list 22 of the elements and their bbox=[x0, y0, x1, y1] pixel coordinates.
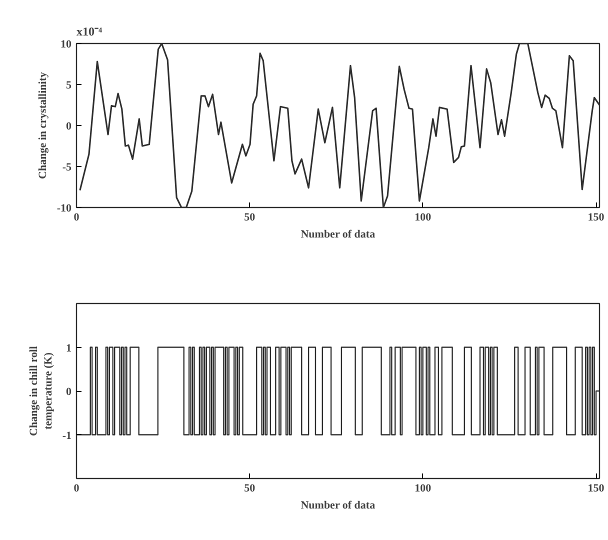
y-axis-title: Change in crystallinity bbox=[36, 72, 49, 179]
x-tick-label: 150 bbox=[588, 212, 605, 224]
x-axis-title: Number of data bbox=[300, 228, 376, 240]
x-tick-label: 0 bbox=[74, 482, 80, 494]
y-tick-label: 0 bbox=[66, 120, 72, 132]
x-tick-label: 100 bbox=[414, 212, 432, 224]
y-tick-label: -1 bbox=[62, 430, 72, 442]
y-tick-label: -5 bbox=[62, 162, 72, 174]
y-tick-label: 0 bbox=[66, 386, 72, 398]
x-tick-label: 50 bbox=[244, 482, 256, 494]
y-tick-label: 10 bbox=[60, 38, 72, 50]
y-tick-label: 1 bbox=[66, 342, 72, 354]
x-tick-label: 50 bbox=[244, 212, 256, 224]
x-tick-label: 150 bbox=[588, 482, 605, 494]
x-tick-label: 100 bbox=[414, 482, 432, 494]
y-axis-title: Change in chill roll temperature (K) bbox=[28, 346, 54, 436]
y-tick-label: 5 bbox=[66, 80, 72, 92]
y-tick-label: -10 bbox=[56, 202, 72, 214]
text: x10⁻⁴ bbox=[76, 24, 102, 38]
x-tick-label: 0 bbox=[74, 212, 80, 224]
line-series bbox=[79, 44, 600, 208]
x-axis-title: Number of data bbox=[300, 500, 376, 512]
